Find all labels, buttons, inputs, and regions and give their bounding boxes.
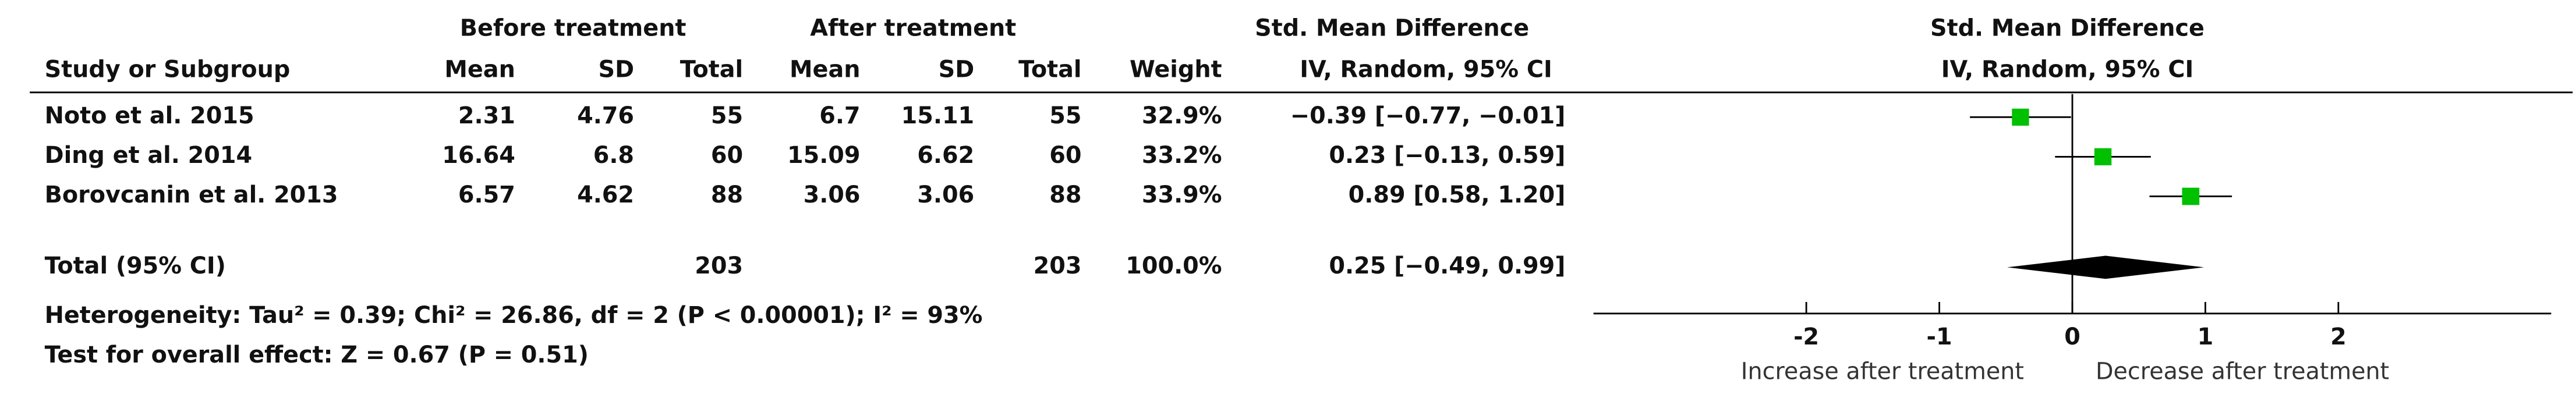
table-cell: 55 (711, 102, 743, 129)
column-header: Mean (790, 56, 860, 83)
table-cell: −0.39 [−0.77, −0.01] (1290, 102, 1566, 129)
x-tick-label: 2 (2330, 324, 2347, 350)
table-cell: 16.64 (442, 142, 515, 169)
column-header: IV, Random, 95% CI (1300, 56, 1552, 83)
column-header: Total (1018, 56, 1081, 83)
study-name: Noto et al. 2015 (45, 102, 254, 129)
table-cell: 2.31 (458, 102, 515, 129)
table-cell: 3.06 (917, 182, 974, 208)
table-cell: 88 (1049, 182, 1081, 208)
overall-effect: Test for overall effect: Z = 0.67 (P = 0… (45, 342, 589, 368)
plot-subheader: IV, Random, 95% CI (1941, 56, 2193, 83)
x-tick-label: 1 (2198, 324, 2214, 350)
study-name: Borovcanin et al. 2013 (45, 182, 338, 208)
table-cell: 32.9% (1142, 102, 1222, 129)
table-cell: 6.57 (458, 182, 515, 208)
table-cell: 55 (1049, 102, 1081, 129)
group-header: Before treatment (460, 15, 687, 42)
column-header: Weight (1130, 56, 1222, 83)
table-cell: 3.06 (804, 182, 861, 208)
column-header: SD (598, 56, 634, 83)
table-cell: 203 (695, 253, 743, 279)
x-tick-label: 0 (2064, 324, 2080, 350)
table-cell: 6.8 (593, 142, 634, 169)
table-cell: 6.62 (917, 142, 974, 169)
study-name: Ding et al. 2014 (45, 142, 252, 169)
plot-header: Std. Mean Difference (1930, 15, 2205, 42)
table-cell: 0.89 [0.58, 1.20] (1349, 182, 1566, 208)
x-tick-label: -1 (1927, 324, 1952, 350)
table-cell: 33.2% (1142, 142, 1222, 169)
effect-square (2094, 148, 2112, 166)
group-header: After treatment (810, 15, 1016, 42)
table-cell: 15.11 (901, 102, 975, 129)
table-cell: 15.09 (787, 142, 861, 169)
heterogeneity: Heterogeneity: Tau² = 0.39; Chi² = 26.86… (45, 302, 983, 329)
table-cell: 60 (1049, 142, 1081, 169)
table-cell: 60 (711, 142, 743, 169)
effect-square (2182, 187, 2200, 205)
total-name: Total (95% CI) (45, 253, 226, 279)
column-header: Total (680, 56, 743, 83)
pooled-diamond (2007, 255, 2205, 279)
column-header: Mean (444, 56, 515, 83)
table-cell: 100.0% (1126, 253, 1222, 279)
table-cell: 4.62 (577, 182, 634, 208)
table-cell: 203 (1034, 253, 1082, 279)
table-cell: 0.23 [−0.13, 0.59] (1329, 142, 1565, 169)
x-label-left: Increase after treatment (1741, 358, 2024, 385)
column-header: SD (939, 56, 975, 83)
table-cell: 6.7 (819, 102, 860, 129)
x-tick-label: -2 (1793, 324, 1819, 350)
effect-square (2012, 108, 2029, 126)
column-header: Study or Subgroup (45, 56, 291, 83)
x-label-right: Decrease after treatment (2096, 358, 2389, 385)
table-cell: 88 (711, 182, 743, 208)
table-cell: 0.25 [−0.49, 0.99] (1329, 253, 1565, 279)
table-cell: 4.76 (577, 102, 634, 129)
group-header: Std. Mean Difference (1255, 15, 1529, 42)
table-cell: 33.9% (1142, 182, 1222, 208)
